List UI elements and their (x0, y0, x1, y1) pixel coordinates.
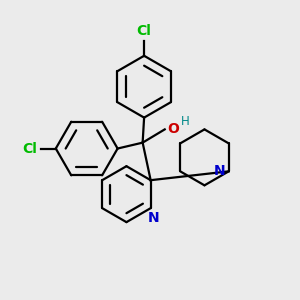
Text: Cl: Cl (22, 142, 38, 155)
Text: Cl: Cl (137, 24, 152, 38)
Text: O: O (167, 122, 179, 136)
Text: N: N (214, 164, 226, 178)
Text: H: H (181, 115, 190, 128)
Text: N: N (148, 211, 159, 225)
